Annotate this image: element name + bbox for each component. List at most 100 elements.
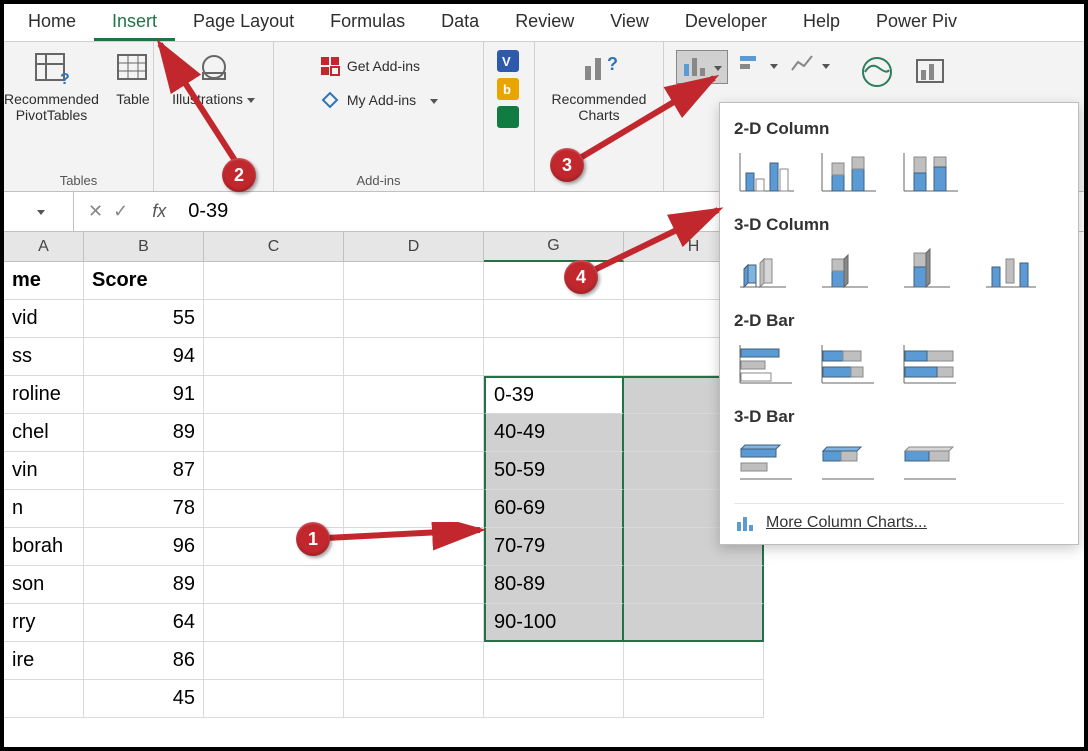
cell[interactable]: 96: [84, 528, 204, 566]
cell[interactable]: 86: [84, 642, 204, 680]
ribbon-tab-developer[interactable]: Developer: [667, 4, 785, 41]
recommended-pivottables-button[interactable]: ? Recommended PivotTables: [0, 46, 103, 127]
cell[interactable]: 89: [84, 414, 204, 452]
column-3d[interactable]: [980, 243, 1044, 293]
cell[interactable]: [204, 642, 344, 680]
cell[interactable]: [624, 642, 764, 680]
cell[interactable]: me: [4, 262, 84, 300]
name-box[interactable]: [4, 192, 74, 231]
cell[interactable]: [484, 680, 624, 718]
stacked100-bar-3d[interactable]: [898, 435, 962, 485]
ribbon-tab-data[interactable]: Data: [423, 4, 497, 41]
cell[interactable]: [204, 566, 344, 604]
bing-maps-icon[interactable]: b: [497, 78, 521, 102]
col-header-b[interactable]: B: [84, 232, 204, 262]
cell[interactable]: [344, 376, 484, 414]
col-header-a[interactable]: A: [4, 232, 84, 262]
stacked-column-2d[interactable]: [816, 147, 880, 197]
cell[interactable]: borah: [4, 528, 84, 566]
cell[interactable]: Score: [84, 262, 204, 300]
cell[interactable]: 50-59: [484, 452, 624, 490]
cell[interactable]: 78: [84, 490, 204, 528]
cell[interactable]: [204, 680, 344, 718]
stacked-bar-2d[interactable]: [816, 339, 880, 389]
cell[interactable]: [4, 680, 84, 718]
get-addins-button[interactable]: Get Add-ins: [313, 52, 426, 80]
cell[interactable]: [624, 566, 764, 604]
ribbon-tab-formulas[interactable]: Formulas: [312, 4, 423, 41]
ribbon-tab-help[interactable]: Help: [785, 4, 858, 41]
ribbon-tab-view[interactable]: View: [592, 4, 667, 41]
cell[interactable]: 64: [84, 604, 204, 642]
stacked-column-3d[interactable]: [816, 243, 880, 293]
cell[interactable]: [344, 680, 484, 718]
formula-enter-icon[interactable]: ✓: [113, 201, 128, 222]
ribbon-tab-powerpivot[interactable]: Power Piv: [858, 4, 975, 41]
cell[interactable]: [204, 338, 344, 376]
cell[interactable]: [484, 300, 624, 338]
cell[interactable]: 90-100: [484, 604, 624, 642]
cell[interactable]: [204, 414, 344, 452]
cell[interactable]: [204, 300, 344, 338]
cell[interactable]: [344, 414, 484, 452]
stacked-bar-3d[interactable]: [816, 435, 880, 485]
cell[interactable]: [344, 338, 484, 376]
stacked100-bar-2d[interactable]: [898, 339, 962, 389]
cell[interactable]: [204, 604, 344, 642]
cell[interactable]: 87: [84, 452, 204, 490]
cell[interactable]: [204, 376, 344, 414]
cell[interactable]: [344, 452, 484, 490]
cell[interactable]: chel: [4, 414, 84, 452]
cell[interactable]: 70-79: [484, 528, 624, 566]
clustered-bar-2d[interactable]: [734, 339, 798, 389]
ribbon-tab-home[interactable]: Home: [10, 4, 94, 41]
cell[interactable]: 89: [84, 566, 204, 604]
cell[interactable]: [624, 604, 764, 642]
cell[interactable]: [344, 642, 484, 680]
fx-icon[interactable]: fx: [142, 201, 176, 222]
formula-cancel-icon[interactable]: ✕: [88, 201, 103, 222]
cell[interactable]: [204, 262, 344, 300]
visio-icon[interactable]: V: [497, 50, 521, 74]
cell[interactable]: [344, 262, 484, 300]
ribbon-tab-review[interactable]: Review: [497, 4, 592, 41]
people-graph-icon[interactable]: [497, 106, 521, 130]
more-charts-link[interactable]: More Column Charts...: [766, 514, 927, 532]
clustered-column-3d[interactable]: [734, 243, 798, 293]
cell[interactable]: son: [4, 566, 84, 604]
col-header-d[interactable]: D: [344, 232, 484, 262]
col-header-c[interactable]: C: [204, 232, 344, 262]
pivotchart-icon[interactable]: [913, 54, 949, 93]
cell[interactable]: ire: [4, 642, 84, 680]
cell[interactable]: [344, 300, 484, 338]
cell[interactable]: ss: [4, 338, 84, 376]
cell[interactable]: [484, 642, 624, 680]
cell[interactable]: 40-49: [484, 414, 624, 452]
cell[interactable]: 80-89: [484, 566, 624, 604]
cell[interactable]: 60-69: [484, 490, 624, 528]
cell[interactable]: 91: [84, 376, 204, 414]
cell[interactable]: rry: [4, 604, 84, 642]
clustered-bar-3d[interactable]: [734, 435, 798, 485]
cell[interactable]: [204, 452, 344, 490]
maps-icon[interactable]: [859, 54, 895, 93]
cell[interactable]: vin: [4, 452, 84, 490]
cell[interactable]: 0-39: [484, 376, 624, 414]
line-chart-dropdown[interactable]: [788, 50, 832, 80]
cell[interactable]: roline: [4, 376, 84, 414]
cell[interactable]: 55: [84, 300, 204, 338]
cell[interactable]: 94: [84, 338, 204, 376]
stacked100-column-2d[interactable]: [898, 147, 962, 197]
my-addins-button[interactable]: My Add-ins: [313, 86, 444, 114]
stacked100-column-3d[interactable]: [898, 243, 962, 293]
cell[interactable]: [344, 566, 484, 604]
clustered-column-2d[interactable]: [734, 147, 798, 197]
cell[interactable]: vid: [4, 300, 84, 338]
cell[interactable]: [344, 604, 484, 642]
more-column-charts[interactable]: More Column Charts...: [734, 503, 1064, 534]
bar-chart-dropdown[interactable]: [736, 50, 780, 80]
cell[interactable]: [484, 338, 624, 376]
cell[interactable]: [624, 680, 764, 718]
cell[interactable]: n: [4, 490, 84, 528]
cell[interactable]: 45: [84, 680, 204, 718]
